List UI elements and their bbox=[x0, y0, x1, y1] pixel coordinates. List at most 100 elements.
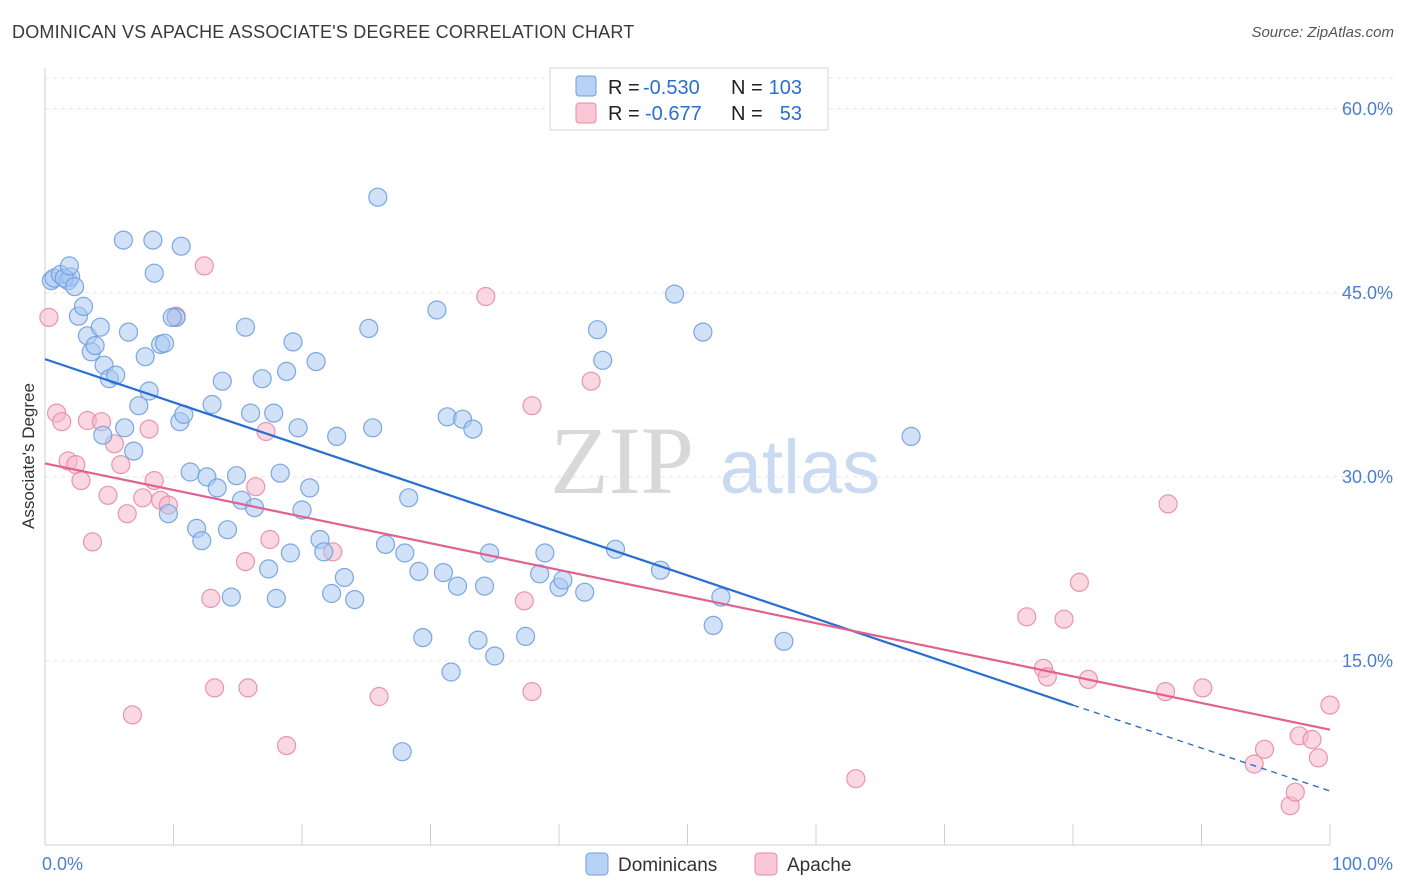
dominicans-point bbox=[463, 419, 483, 439]
y-tick-label: 60.0% bbox=[1342, 99, 1393, 119]
dominicans-point bbox=[171, 236, 191, 256]
apache-point bbox=[201, 588, 221, 609]
dominicans-point bbox=[226, 466, 247, 486]
dominicans-point bbox=[90, 317, 110, 337]
dominicans-point bbox=[474, 576, 495, 596]
dominicans-point bbox=[162, 307, 182, 327]
dominicans-point bbox=[593, 350, 613, 370]
y-tick-label: 45.0% bbox=[1342, 283, 1393, 303]
legend-swatch-dominicans bbox=[575, 75, 597, 97]
legend-r-label-1: R = bbox=[608, 77, 640, 99]
dominicans-point bbox=[664, 284, 685, 304]
dominicans-point bbox=[375, 534, 396, 555]
dominicans-trend-line bbox=[44, 358, 1074, 707]
dominicans-point bbox=[85, 336, 105, 356]
watermark-zip: ZIP bbox=[550, 407, 694, 514]
dominicans-point bbox=[409, 561, 429, 582]
dominicans-point bbox=[300, 478, 320, 498]
watermark-atlas: atlas bbox=[720, 425, 881, 510]
dominicans-point bbox=[288, 418, 308, 438]
dominicans-point bbox=[441, 662, 461, 682]
dominicans-point bbox=[292, 500, 312, 520]
legend-r-label-2: R = bbox=[608, 103, 640, 125]
bottom-legend-label-dominicans: Dominicans bbox=[618, 855, 717, 876]
legend-n-value-2: 53 bbox=[780, 103, 802, 125]
dominicans-point bbox=[468, 630, 488, 650]
dominicans-point bbox=[180, 462, 200, 482]
legend-n-label-2: N = bbox=[731, 103, 763, 125]
apache-point bbox=[277, 735, 297, 756]
dominicans-point bbox=[693, 322, 713, 342]
dominicans-point bbox=[703, 615, 723, 636]
dominicans-point bbox=[93, 425, 113, 445]
legend-swatch-apache bbox=[575, 102, 597, 124]
bottom-legend-label-apache: Apache bbox=[787, 855, 851, 876]
dominicans-point bbox=[73, 296, 94, 316]
grid-lines bbox=[45, 77, 1395, 662]
dominicans-point bbox=[270, 463, 290, 483]
apache-point bbox=[1158, 494, 1178, 514]
apache-point bbox=[246, 477, 266, 497]
tick-labels: 15.0% 30.0% 45.0% 60.0% 0.0% 100.0% bbox=[42, 99, 1393, 874]
legend-n-label-1: N = bbox=[731, 77, 763, 99]
apache-point bbox=[1017, 607, 1037, 627]
dominicans-point bbox=[277, 361, 297, 381]
y-axis-label: Associate's Degree bbox=[19, 383, 38, 529]
apache-point bbox=[235, 551, 256, 572]
dominicans-point bbox=[359, 318, 379, 338]
dominicans-point bbox=[192, 531, 212, 551]
apache-point bbox=[139, 419, 159, 439]
dominicans-point bbox=[129, 396, 149, 416]
apache-point bbox=[194, 256, 214, 276]
apache-point bbox=[238, 678, 258, 698]
dominicans-point bbox=[143, 230, 163, 250]
dominicans-point bbox=[427, 300, 447, 320]
dominicans-point bbox=[392, 742, 412, 762]
dominicans-point bbox=[144, 263, 164, 283]
apache-point bbox=[522, 396, 542, 416]
dominicans-point bbox=[283, 332, 303, 352]
apache-point bbox=[52, 412, 72, 432]
dominicans-point bbox=[118, 322, 139, 342]
apache-point bbox=[98, 485, 118, 505]
apache-point bbox=[1193, 678, 1213, 698]
dominicans-point bbox=[399, 488, 419, 508]
apache-point bbox=[1069, 572, 1090, 593]
x-tick-label: 100.0% bbox=[1332, 854, 1393, 874]
trend-lines bbox=[44, 358, 1331, 792]
apache-point bbox=[1054, 609, 1074, 629]
chart-title: DOMINICAN VS APACHE ASSOCIATE'S DEGREE C… bbox=[12, 22, 635, 42]
apache-point bbox=[1244, 754, 1264, 774]
bottom-legend-swatch-apache bbox=[754, 852, 778, 876]
dominicans-point bbox=[322, 583, 342, 604]
dominicans-point bbox=[327, 426, 347, 446]
apache-point bbox=[133, 488, 153, 508]
apache-point bbox=[1320, 695, 1340, 715]
dominicans-point bbox=[480, 543, 500, 563]
dominicans-point bbox=[413, 627, 433, 648]
dominicans-point bbox=[334, 567, 354, 588]
dominicans-point bbox=[901, 426, 921, 446]
apache-point bbox=[514, 591, 534, 611]
apache-point bbox=[82, 532, 103, 552]
dominicans-point bbox=[280, 543, 300, 563]
dominicans-point bbox=[447, 576, 468, 596]
dominicans-point bbox=[221, 587, 241, 607]
dominicans-point bbox=[64, 277, 85, 297]
apache-point bbox=[846, 769, 866, 789]
legend-r-value-1: -0.530 bbox=[643, 77, 700, 99]
dominicans-point bbox=[212, 371, 232, 391]
apache-point bbox=[1254, 739, 1275, 759]
dominicans-point bbox=[306, 352, 326, 372]
dominicans-point bbox=[266, 588, 286, 609]
dominicans-point bbox=[217, 520, 238, 540]
apache-point bbox=[581, 371, 601, 391]
bottom-legend-swatch-dominicans bbox=[585, 852, 609, 876]
apache-point bbox=[205, 678, 225, 698]
dominicans-point bbox=[124, 441, 144, 461]
dominicans-point bbox=[395, 543, 415, 563]
legend-r-value-2: -0.677 bbox=[645, 103, 702, 125]
y-tick-label: 15.0% bbox=[1342, 651, 1393, 671]
dominicans-point bbox=[264, 403, 284, 423]
